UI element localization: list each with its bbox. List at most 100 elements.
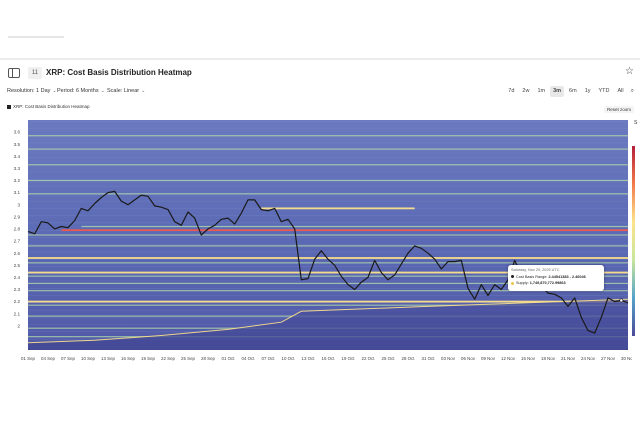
tooltip-range-value: 2.44541383 - 2.46046 xyxy=(548,274,586,279)
period-buttons: 7d 2w 1m 3m 6m 1y YTD All ⌕ xyxy=(505,86,636,97)
x-tick-label: 01 Sep xyxy=(21,356,35,361)
topbar-tab-indicator xyxy=(8,36,64,38)
heatmap-band xyxy=(28,193,628,195)
y-tick-label: 3.2 xyxy=(14,178,21,183)
x-tick-label: 30 Nov xyxy=(621,356,632,361)
period-button-1m[interactable]: 1m xyxy=(537,88,546,94)
x-tick-label: 01 Oct xyxy=(222,356,236,361)
period-button-1y[interactable]: 1y xyxy=(584,88,591,94)
zoom-icon[interactable]: ⌕ xyxy=(630,88,634,94)
chart-tooltip: Saturday, Nov 29, 2025 UTC Cost Basis Ra… xyxy=(508,265,604,291)
heatmap-band xyxy=(28,282,628,285)
x-tick-label: 25 Oct xyxy=(382,356,396,361)
x-tick-label: 19 Oct xyxy=(342,356,356,361)
tooltip-supply-label: Supply: xyxy=(516,281,529,285)
x-tick-label: 21 Nov xyxy=(561,356,576,361)
y-tick-label: 2.5 xyxy=(14,263,21,268)
x-tick-label: 28 Oct xyxy=(402,356,416,361)
tooltip-supply-value: 1,749,870,772.99863 xyxy=(529,281,566,285)
x-tick-label: 03 Nov xyxy=(441,356,456,361)
x-tick-label: 07 Sep xyxy=(61,356,75,361)
y-tick-label: 2.4 xyxy=(14,275,21,280)
heatmap-band xyxy=(261,207,415,210)
heatmap-band xyxy=(28,257,628,259)
x-tick-label: 10 Sep xyxy=(81,356,95,361)
heatmap-band xyxy=(28,271,628,274)
period-button-all[interactable]: All xyxy=(617,88,624,94)
period-button-ytd[interactable]: YTD xyxy=(598,88,610,94)
x-tick-label: 13 Sep xyxy=(101,356,115,361)
heatmap-band xyxy=(28,262,628,264)
x-tick-label: 13 Oct xyxy=(302,356,316,361)
chevron-down-icon: ⌄ xyxy=(141,88,146,94)
period-button-6m[interactable]: 6m xyxy=(569,88,577,94)
y-tick-label: 3.1 xyxy=(14,190,21,195)
color-scale-bar xyxy=(632,146,635,336)
x-tick-label: 22 Sep xyxy=(161,356,175,361)
tooltip-supply-row: Supply: 1,749,870,772.99863 xyxy=(511,280,601,287)
y-tick-label: 3 xyxy=(17,202,20,207)
x-tick-label: 28 Sep xyxy=(201,356,215,361)
y-tick-label: 2.9 xyxy=(14,214,21,219)
hover-point xyxy=(619,298,624,303)
y-tick-label: 2.6 xyxy=(14,251,21,256)
scale-dropdown[interactable]: Scale: Linear ⌄ xyxy=(107,88,145,94)
y-tick-label: 3.6 xyxy=(14,130,21,135)
browser-topbar xyxy=(0,0,640,60)
chart-id-badge: 11 xyxy=(28,67,42,79)
x-tick-label: 09 Nov xyxy=(481,356,496,361)
resolution-dropdown[interactable]: Resolution: 1 Day ⌄ xyxy=(7,88,57,94)
heatmap-band xyxy=(28,290,628,292)
colorbar-label: S xyxy=(634,120,638,126)
resolution-label: Resolution: 1 Day xyxy=(7,88,51,94)
period-dropdown[interactable]: Period: 6 Months ⌄ xyxy=(57,88,105,94)
heatmap-band xyxy=(28,245,628,247)
heatmap-band xyxy=(28,179,628,182)
x-tick-label: 24 Nov xyxy=(581,356,596,361)
period-label: Period: 6 Months xyxy=(57,88,99,94)
heatmap-band xyxy=(28,164,628,166)
y-tick-label: 3.5 xyxy=(14,142,21,147)
x-tick-label: 22 Oct xyxy=(362,356,376,361)
tooltip-dot-icon xyxy=(511,281,514,285)
period-button-3m[interactable]: 3m xyxy=(550,86,565,97)
x-tick-label: 27 Nov xyxy=(601,356,616,361)
period-button-2w[interactable]: 2w xyxy=(522,88,530,94)
x-tick-label: 16 Sep xyxy=(121,356,135,361)
period-button-7d[interactable]: 7d xyxy=(508,88,515,94)
y-tick-label: 2.3 xyxy=(14,287,21,292)
heatmap-band xyxy=(81,225,629,228)
reset-zoom-button[interactable]: Reset zoom xyxy=(603,106,634,113)
y-tick-label: 2.8 xyxy=(14,227,21,232)
heatmap-band xyxy=(28,304,628,306)
heatmap-band xyxy=(28,135,628,137)
heatmap-band xyxy=(28,300,628,303)
y-tick-label: 2.1 xyxy=(14,311,21,316)
y-tick-label: 3.4 xyxy=(14,154,21,159)
heatmap-band xyxy=(28,234,628,236)
topbar-divider xyxy=(0,58,640,60)
x-tick-label: 18 Nov xyxy=(541,356,556,361)
favorite-star-icon[interactable]: ☆ xyxy=(625,66,634,77)
chevron-down-icon: ⌄ xyxy=(52,88,57,94)
legend-swatch xyxy=(7,105,11,109)
chart-controls: Resolution: 1 Day ⌄ Period: 6 Months ⌄ Sca… xyxy=(0,86,640,100)
x-tick-label: 10 Oct xyxy=(282,356,296,361)
y-tick-label: 2 xyxy=(17,323,20,328)
heatmap-chart[interactable]: 2 2.1 2.2 2.3 2.4 2.5 2.6 2.7 2.8 2.9 3 3.1 3.2 3.3 3.… xyxy=(0,114,632,366)
heatmap-band xyxy=(28,275,628,277)
x-tick-label: 16 Oct xyxy=(322,356,336,361)
cost-basis-floor-line xyxy=(27,298,629,344)
x-tick-label: 04 Oct xyxy=(242,356,256,361)
x-tick-label: 25 Sep xyxy=(181,356,195,361)
x-tick-label: 07 Oct xyxy=(262,356,276,361)
x-tick-label: 06 Nov xyxy=(461,356,476,361)
x-tick-label: 19 Sep xyxy=(141,356,155,361)
chart-legend: XRP: Cost Basis Distribution Heatmap Res… xyxy=(0,102,640,114)
heatmap-band xyxy=(28,148,628,150)
tooltip-date: Saturday, Nov 29, 2025 UTC xyxy=(511,268,560,272)
legend-label: XRP: Cost Basis Distribution Heatmap xyxy=(13,104,90,109)
sidebar-toggle-icon[interactable] xyxy=(8,68,20,78)
x-tick-label: 12 Nov xyxy=(501,356,516,361)
y-tick-label: 2.7 xyxy=(14,239,21,244)
